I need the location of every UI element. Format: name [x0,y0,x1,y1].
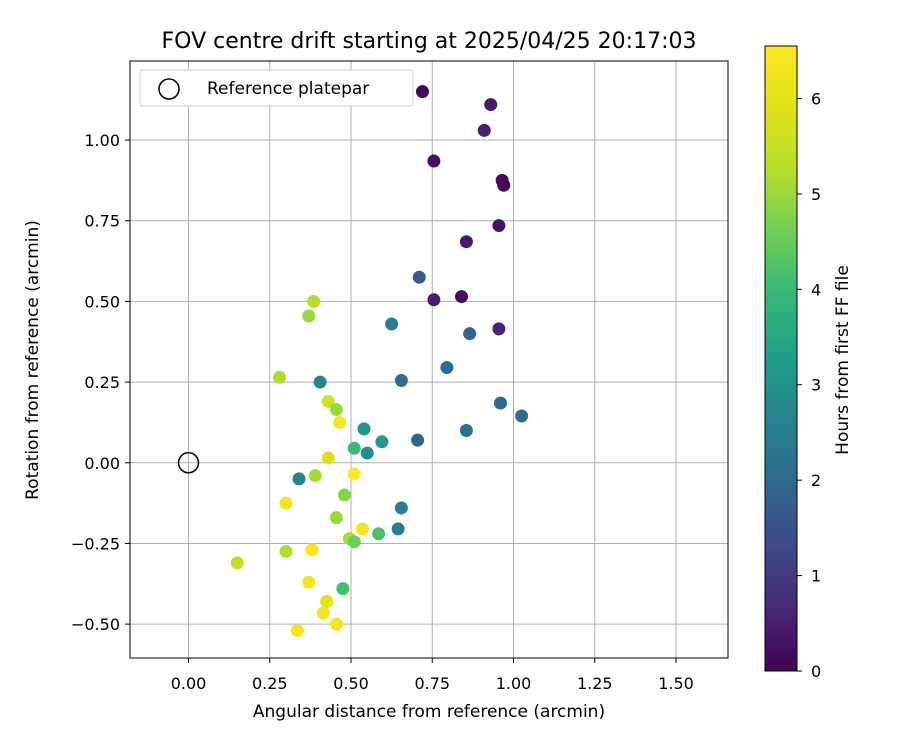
colorbar-tick-label: 6 [811,89,821,108]
data-point [347,467,361,481]
data-point [329,511,343,525]
data-point [307,294,321,308]
data-point [385,317,399,331]
data-point [372,527,386,541]
data-point [416,85,429,99]
data-point [497,178,511,192]
y-tick-label: 0.00 [84,454,120,473]
data-points [230,85,529,638]
data-point [411,433,425,447]
x-axis-ticks: 0.00 0.25 0.50 0.75 1.00 1.25 1.50 [171,658,694,693]
x-tick-label: 0.50 [333,674,369,693]
data-point [394,373,408,387]
data-point [357,422,371,436]
data-point [338,488,351,502]
x-tick-label: 1.00 [496,674,532,693]
data-point [484,98,498,112]
colorbar-label: Hours from first FF file [833,265,853,455]
x-axis-label: Angular distance from reference (arcmin) [253,702,605,722]
data-point [336,582,350,596]
x-tick-label: 0.00 [171,674,207,693]
legend-reference-marker [158,78,180,100]
data-point [463,327,477,341]
colorbar-tick-label: 4 [811,280,821,299]
data-point [230,556,244,570]
data-point [292,472,306,486]
data-point [305,543,319,557]
data-point [492,219,506,233]
data-point [316,606,330,620]
data-point [279,496,293,510]
colorbar-tick-label: 3 [811,376,821,395]
data-point [329,403,343,417]
data-point [302,575,316,589]
data-point [427,154,441,168]
data-point [320,595,334,609]
x-tick-label: 1.50 [658,674,694,693]
data-point [329,617,343,631]
colorbar-tick-label: 2 [811,471,821,490]
plot-frame [129,60,729,659]
data-point [333,415,347,429]
data-point [375,435,389,449]
data-point [515,409,529,423]
data-point [321,451,335,465]
legend: Reference platepar [139,69,414,107]
data-point [355,522,369,536]
data-point [273,370,286,384]
data-point [494,396,507,410]
data-point [308,469,322,483]
y-tick-label: 1.00 [84,131,120,150]
grid [130,61,728,658]
colorbar-tick-label: 1 [811,567,821,586]
x-tick-label: 0.25 [252,674,288,693]
data-point [459,423,473,437]
data-point [347,535,361,549]
colorbar-ticks: 0 1 2 3 4 5 6 [797,89,821,681]
plot-area [130,61,728,658]
data-point [290,624,304,638]
legend-box [139,69,414,107]
y-axis-ticks: −0.50 −0.25 0.00 0.25 0.50 0.75 1.00 [71,131,130,634]
y-axis-label: Rotation from reference (arcmin) [23,220,43,500]
data-point [492,322,506,336]
y-tick-label: 0.50 [84,292,120,311]
colorbar-tick-label: 0 [811,662,821,681]
data-point [321,394,335,408]
x-tick-label: 1.25 [577,674,613,693]
data-point [459,235,473,249]
data-point [302,309,316,323]
chart-title: FOV centre drift starting at 2025/04/25 … [162,29,697,54]
y-tick-label: 0.25 [84,373,120,392]
y-tick-label: −0.50 [71,615,120,634]
data-point [279,545,293,559]
legend-label: Reference platepar [207,79,369,99]
data-point [477,123,491,137]
y-tick-label: −0.25 [71,534,120,553]
data-point [427,293,441,307]
data-point [313,375,327,389]
data-point [455,290,468,304]
x-tick-label: 0.75 [414,674,450,693]
y-tick-label: 0.75 [84,212,120,231]
colorbar-tick-label: 5 [811,185,821,204]
data-point [360,446,374,460]
reference-marker-group [177,452,200,474]
colorbar [764,45,798,672]
data-point [440,361,454,375]
data-point [347,441,361,455]
reference-marker [177,452,200,474]
data-point [394,501,408,515]
data-point [391,522,405,536]
data-point [412,270,426,284]
